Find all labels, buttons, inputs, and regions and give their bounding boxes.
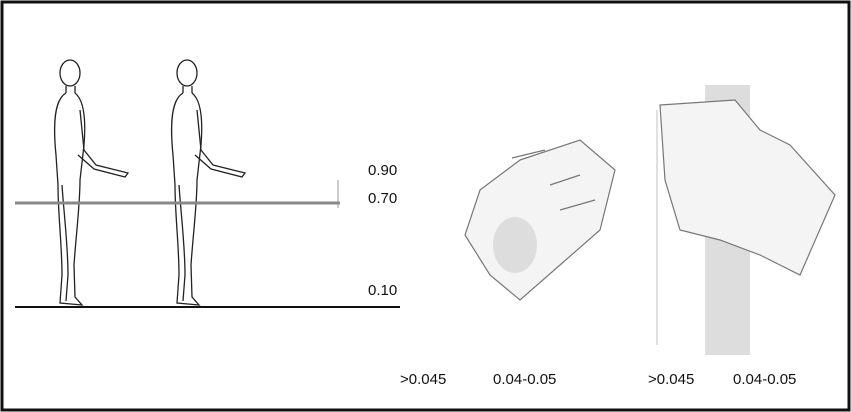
height-label: 0.10 [368,282,397,299]
grip-label: 0.04-0.05 [493,371,556,388]
grip-illustration [464,139,616,301]
grip-label: >0.045 [648,371,694,388]
grip-label: 0.04-0.05 [733,371,796,388]
height-label: 0.70 [368,190,397,207]
height-label: 0.90 [368,162,397,179]
grip-illustration [656,85,836,355]
grip-label: >0.045 [400,371,446,388]
